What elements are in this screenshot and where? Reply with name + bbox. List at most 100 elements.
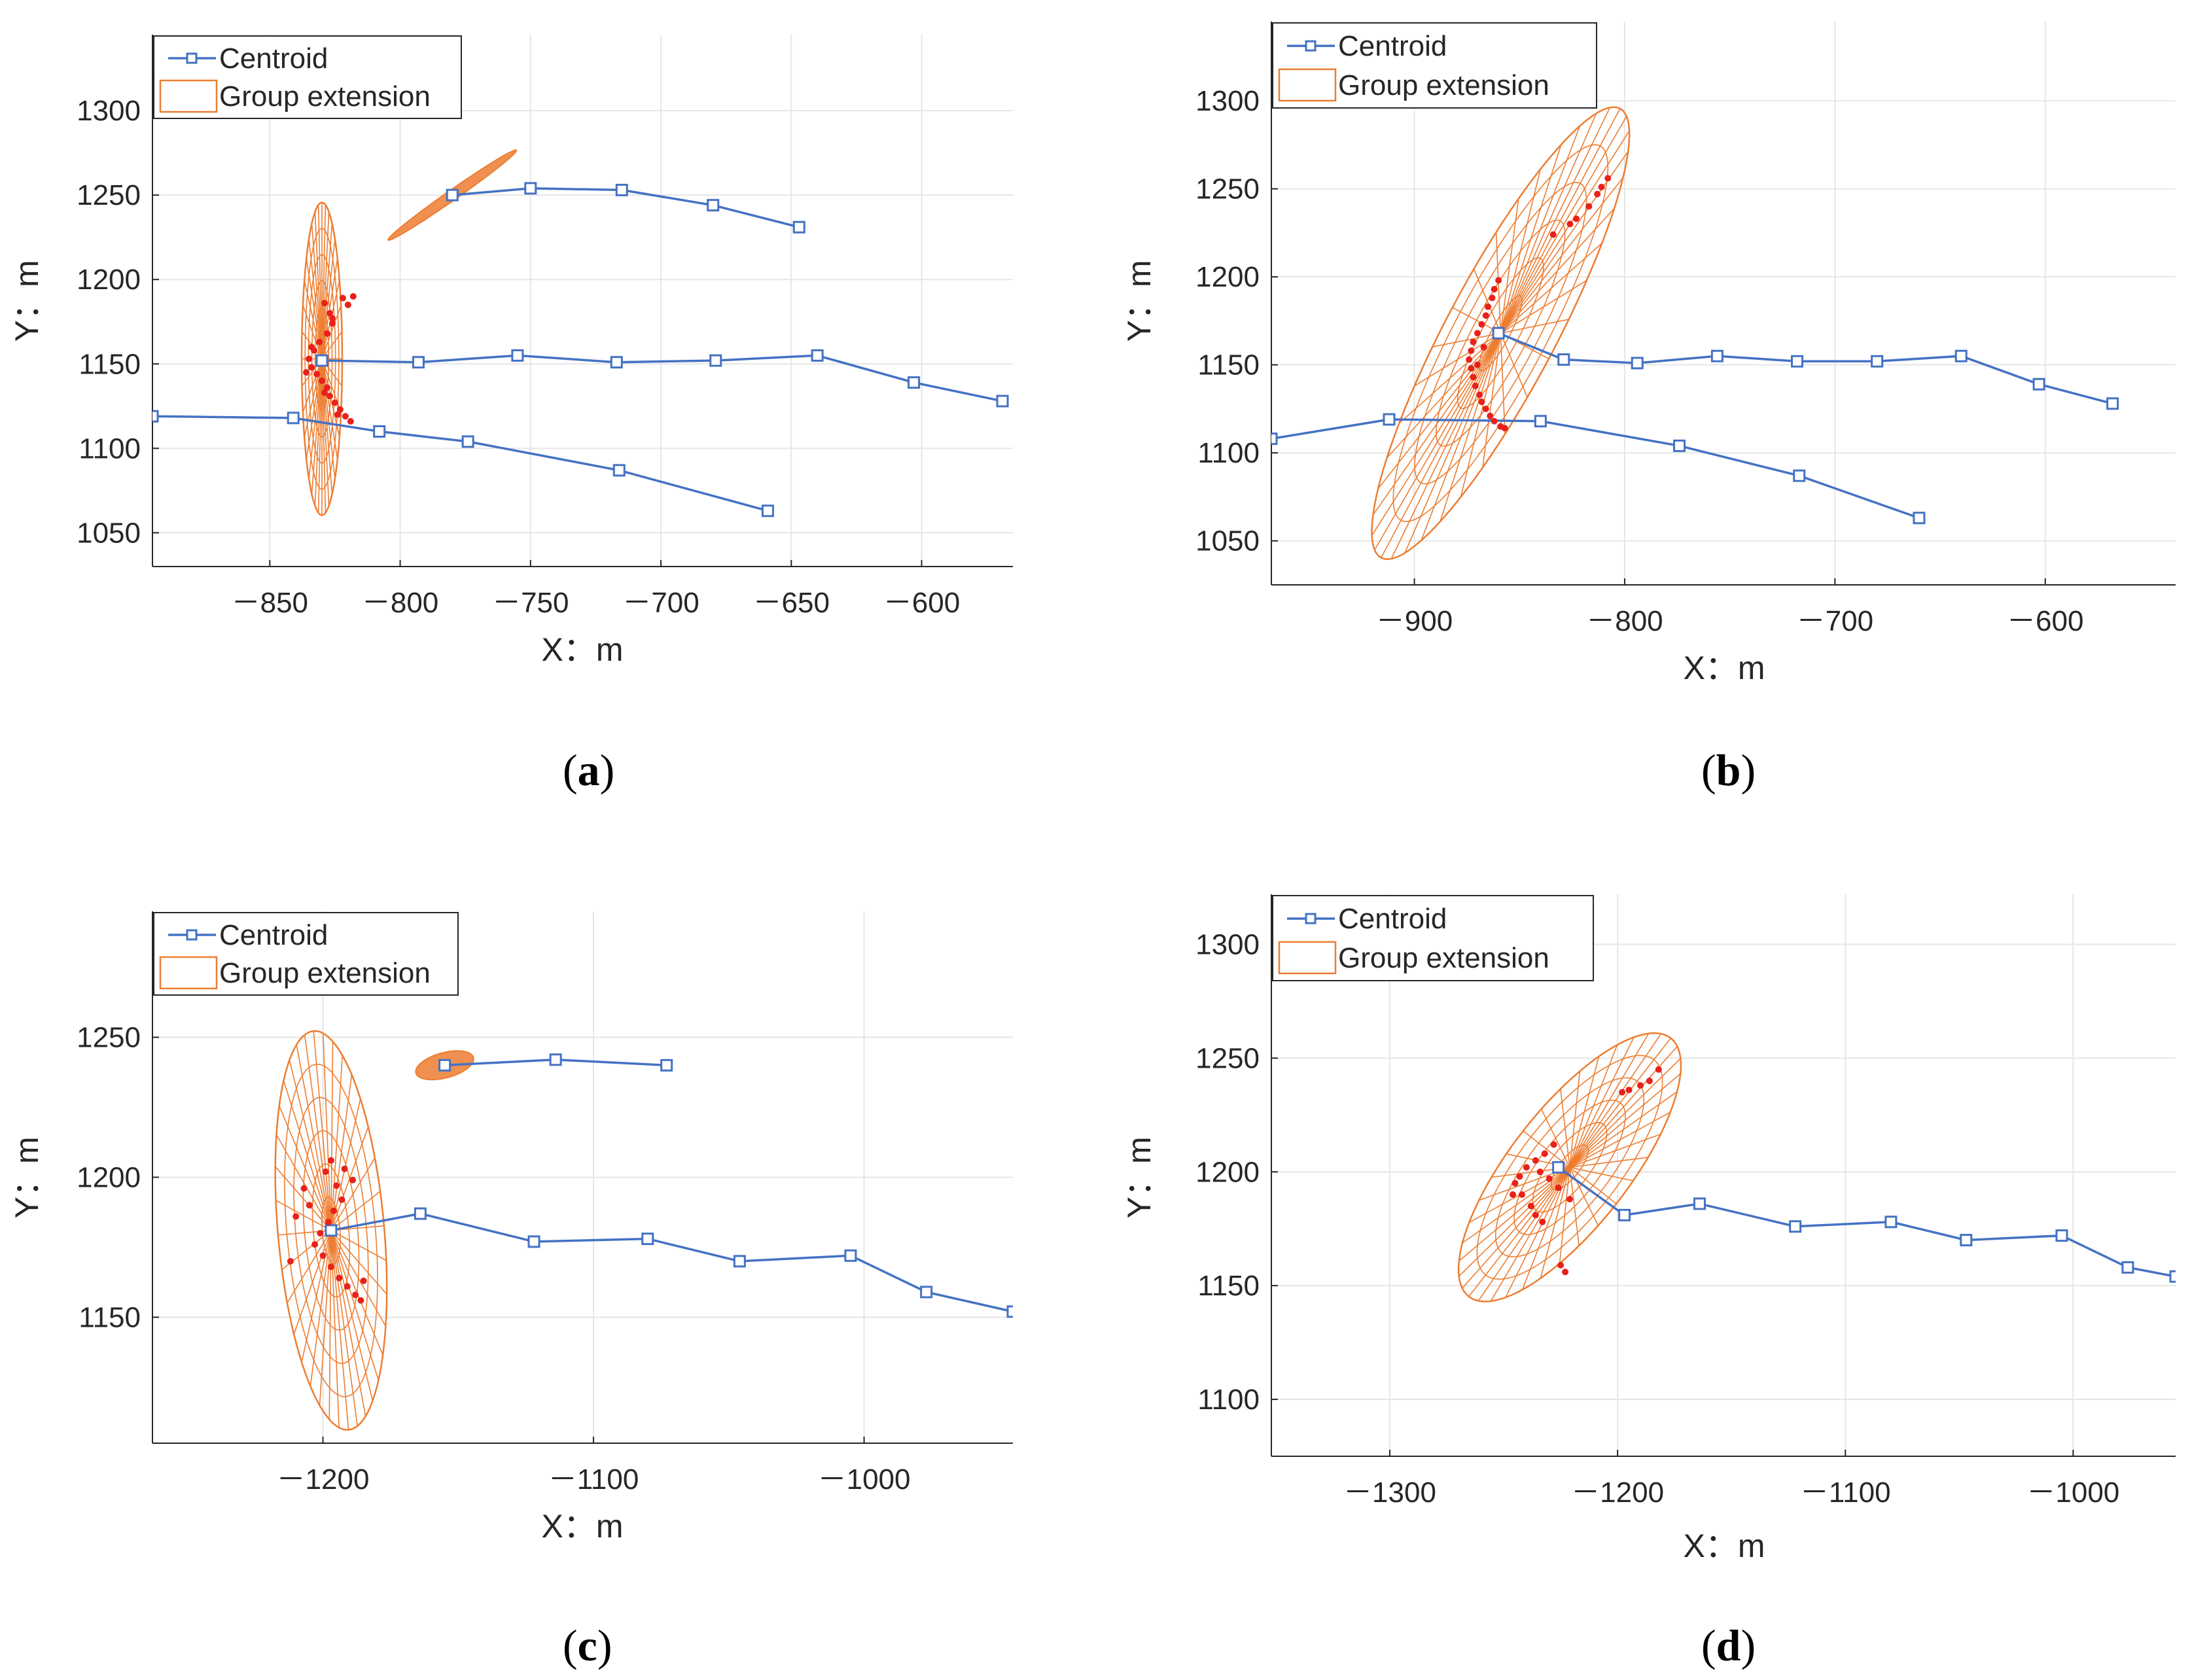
x-axis-label: X：m — [1684, 650, 1765, 686]
ellipse-spoke — [1569, 1056, 1600, 1168]
measurement-point — [1562, 1269, 1569, 1276]
measurement-point — [328, 315, 336, 322]
y-tick-label: 1150 — [1197, 1270, 1260, 1302]
ellipse-spoke — [1569, 1071, 1581, 1168]
ellipse-spoke — [293, 1230, 332, 1335]
ellipse-spoke — [1432, 332, 1501, 348]
centroid-marker — [1534, 415, 1547, 428]
ellipse-spoke — [1386, 332, 1501, 459]
centroid-marker — [641, 1233, 654, 1246]
centroid-marker — [2106, 397, 2119, 410]
measurement-point — [300, 1185, 308, 1192]
centroid-marker — [612, 464, 626, 477]
x-tick-label: －1000 — [818, 1463, 911, 1496]
x-tick-label: －1100 — [548, 1463, 639, 1496]
ellipse-spoke — [317, 205, 323, 359]
ellipse-spoke — [321, 258, 338, 359]
ellipse-spoke — [1569, 1058, 1681, 1168]
measurement-point — [1472, 382, 1479, 389]
measurement-point — [1491, 285, 1498, 292]
measurement-point — [1594, 190, 1601, 198]
measurement-point — [342, 413, 349, 420]
measurement-point — [1585, 203, 1593, 210]
centroid-marker — [549, 1053, 562, 1066]
ellipse-spoke — [296, 1044, 332, 1231]
x-axis-label: X：m — [542, 1508, 624, 1545]
ellipse-spoke — [314, 211, 323, 359]
ellipse-spoke — [1569, 1033, 1650, 1168]
measurement-point — [1566, 220, 1574, 228]
measurement-point — [349, 293, 357, 300]
centroid-marker — [811, 349, 824, 362]
measurement-point — [317, 1230, 324, 1237]
measurement-point — [347, 418, 354, 425]
caption-letter: a — [578, 745, 600, 795]
plot-area — [274, 1030, 1013, 1431]
ellipse-spoke — [1569, 1033, 1662, 1168]
measurement-point — [1468, 347, 1475, 355]
ellipse-spoke — [301, 1230, 332, 1363]
ellipse-spoke — [319, 1230, 332, 1406]
y-tick-label: 1250 — [77, 1022, 141, 1054]
ellipse-spoke — [1500, 332, 1528, 398]
measurement-point — [331, 399, 338, 406]
legend-extension-swatch — [1278, 68, 1337, 102]
x-tick-label: －1200 — [277, 1463, 370, 1496]
ellipse-spoke — [302, 305, 323, 359]
legend-label-extension: Group extension — [219, 957, 431, 989]
measurement-point — [1478, 398, 1485, 406]
centroid-marker — [315, 354, 328, 367]
measurement-point — [323, 384, 330, 391]
measurement-point — [1466, 356, 1473, 363]
measurement-point — [303, 369, 310, 376]
measurement-point — [1536, 1168, 1544, 1176]
y-tick-label: 1200 — [1195, 1156, 1260, 1188]
measurement-point — [1485, 303, 1492, 310]
centroid-line — [330, 1212, 1013, 1313]
measurement-point — [327, 1263, 334, 1270]
ellipse-spoke — [1559, 1167, 1570, 1264]
measurement-point — [1604, 175, 1612, 182]
y-tick-label: 1200 — [77, 1162, 141, 1194]
measurement-point — [338, 1196, 345, 1203]
measurement-point — [1655, 1066, 1662, 1073]
ellipse-spoke — [321, 205, 327, 359]
y-tick-label: 1100 — [1197, 437, 1260, 469]
measurement-point — [1474, 330, 1481, 337]
ellipse-spoke — [1500, 242, 1602, 334]
ellipse-spoke — [317, 359, 323, 514]
legend: Centroid Group extension — [1272, 895, 1594, 981]
centroid-marker — [1618, 1208, 1631, 1221]
centroid-marker — [844, 1249, 857, 1262]
measurement-point — [326, 309, 333, 317]
ellipse-spoke — [1521, 1167, 1570, 1290]
legend-label-centroid: Centroid — [1338, 30, 1447, 62]
ellipse-spoke — [279, 1105, 332, 1231]
measurement-point — [1636, 1082, 1644, 1089]
centroid-marker — [615, 183, 628, 196]
centroid-track — [1492, 326, 2119, 410]
measurement-point — [1619, 1089, 1626, 1096]
legend: Centroid Group extension — [1272, 22, 1597, 109]
y-tick-label: 1150 — [1197, 349, 1260, 381]
caption-open: ( — [1701, 1620, 1716, 1670]
centroid-track — [446, 182, 805, 234]
measurement-point — [1557, 1261, 1564, 1269]
centroid-marker — [373, 425, 386, 438]
ellipse-spoke — [1569, 1167, 1580, 1246]
measurement-point — [321, 389, 328, 396]
centroid-marker — [792, 220, 805, 234]
ellipse-spoke — [1500, 279, 1587, 334]
centroid-marker — [414, 1207, 427, 1220]
centroid-marker — [1954, 349, 1968, 362]
measurement-points — [287, 1157, 367, 1304]
centroid-marker — [660, 1059, 673, 1072]
measurement-point — [1487, 412, 1494, 419]
ellipse-spoke — [1381, 332, 1502, 558]
centroid-marker — [524, 182, 537, 195]
centroid-marker — [1006, 1305, 1013, 1318]
measurement-points — [303, 293, 357, 425]
panel-d: －1300 －1200 －1100 －1000 1100 1150 1200 1250 1300… — [1121, 894, 2176, 1670]
measurement-point — [1566, 1196, 1574, 1203]
